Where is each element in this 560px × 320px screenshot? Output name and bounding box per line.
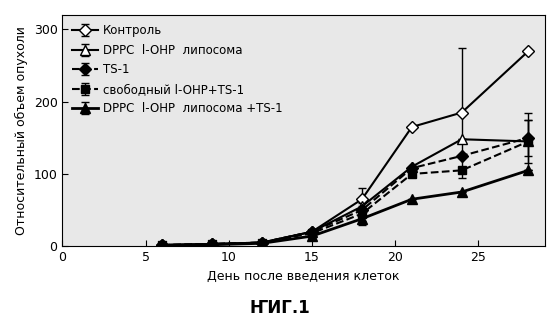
Text: ҤИГ.1: ҤИГ.1: [250, 299, 310, 317]
X-axis label: День после введения клеток: День после введения клеток: [207, 269, 400, 283]
Legend: Контроль, DPPC  l-OHP  липосома, TS-1, свободный l-OHP+TS-1, DPPC  l-OHP  липосо: Контроль, DPPC l-OHP липосома, TS-1, сво…: [68, 21, 286, 119]
Y-axis label: Относительный объем опухоли: Относительный объем опухоли: [15, 26, 28, 235]
